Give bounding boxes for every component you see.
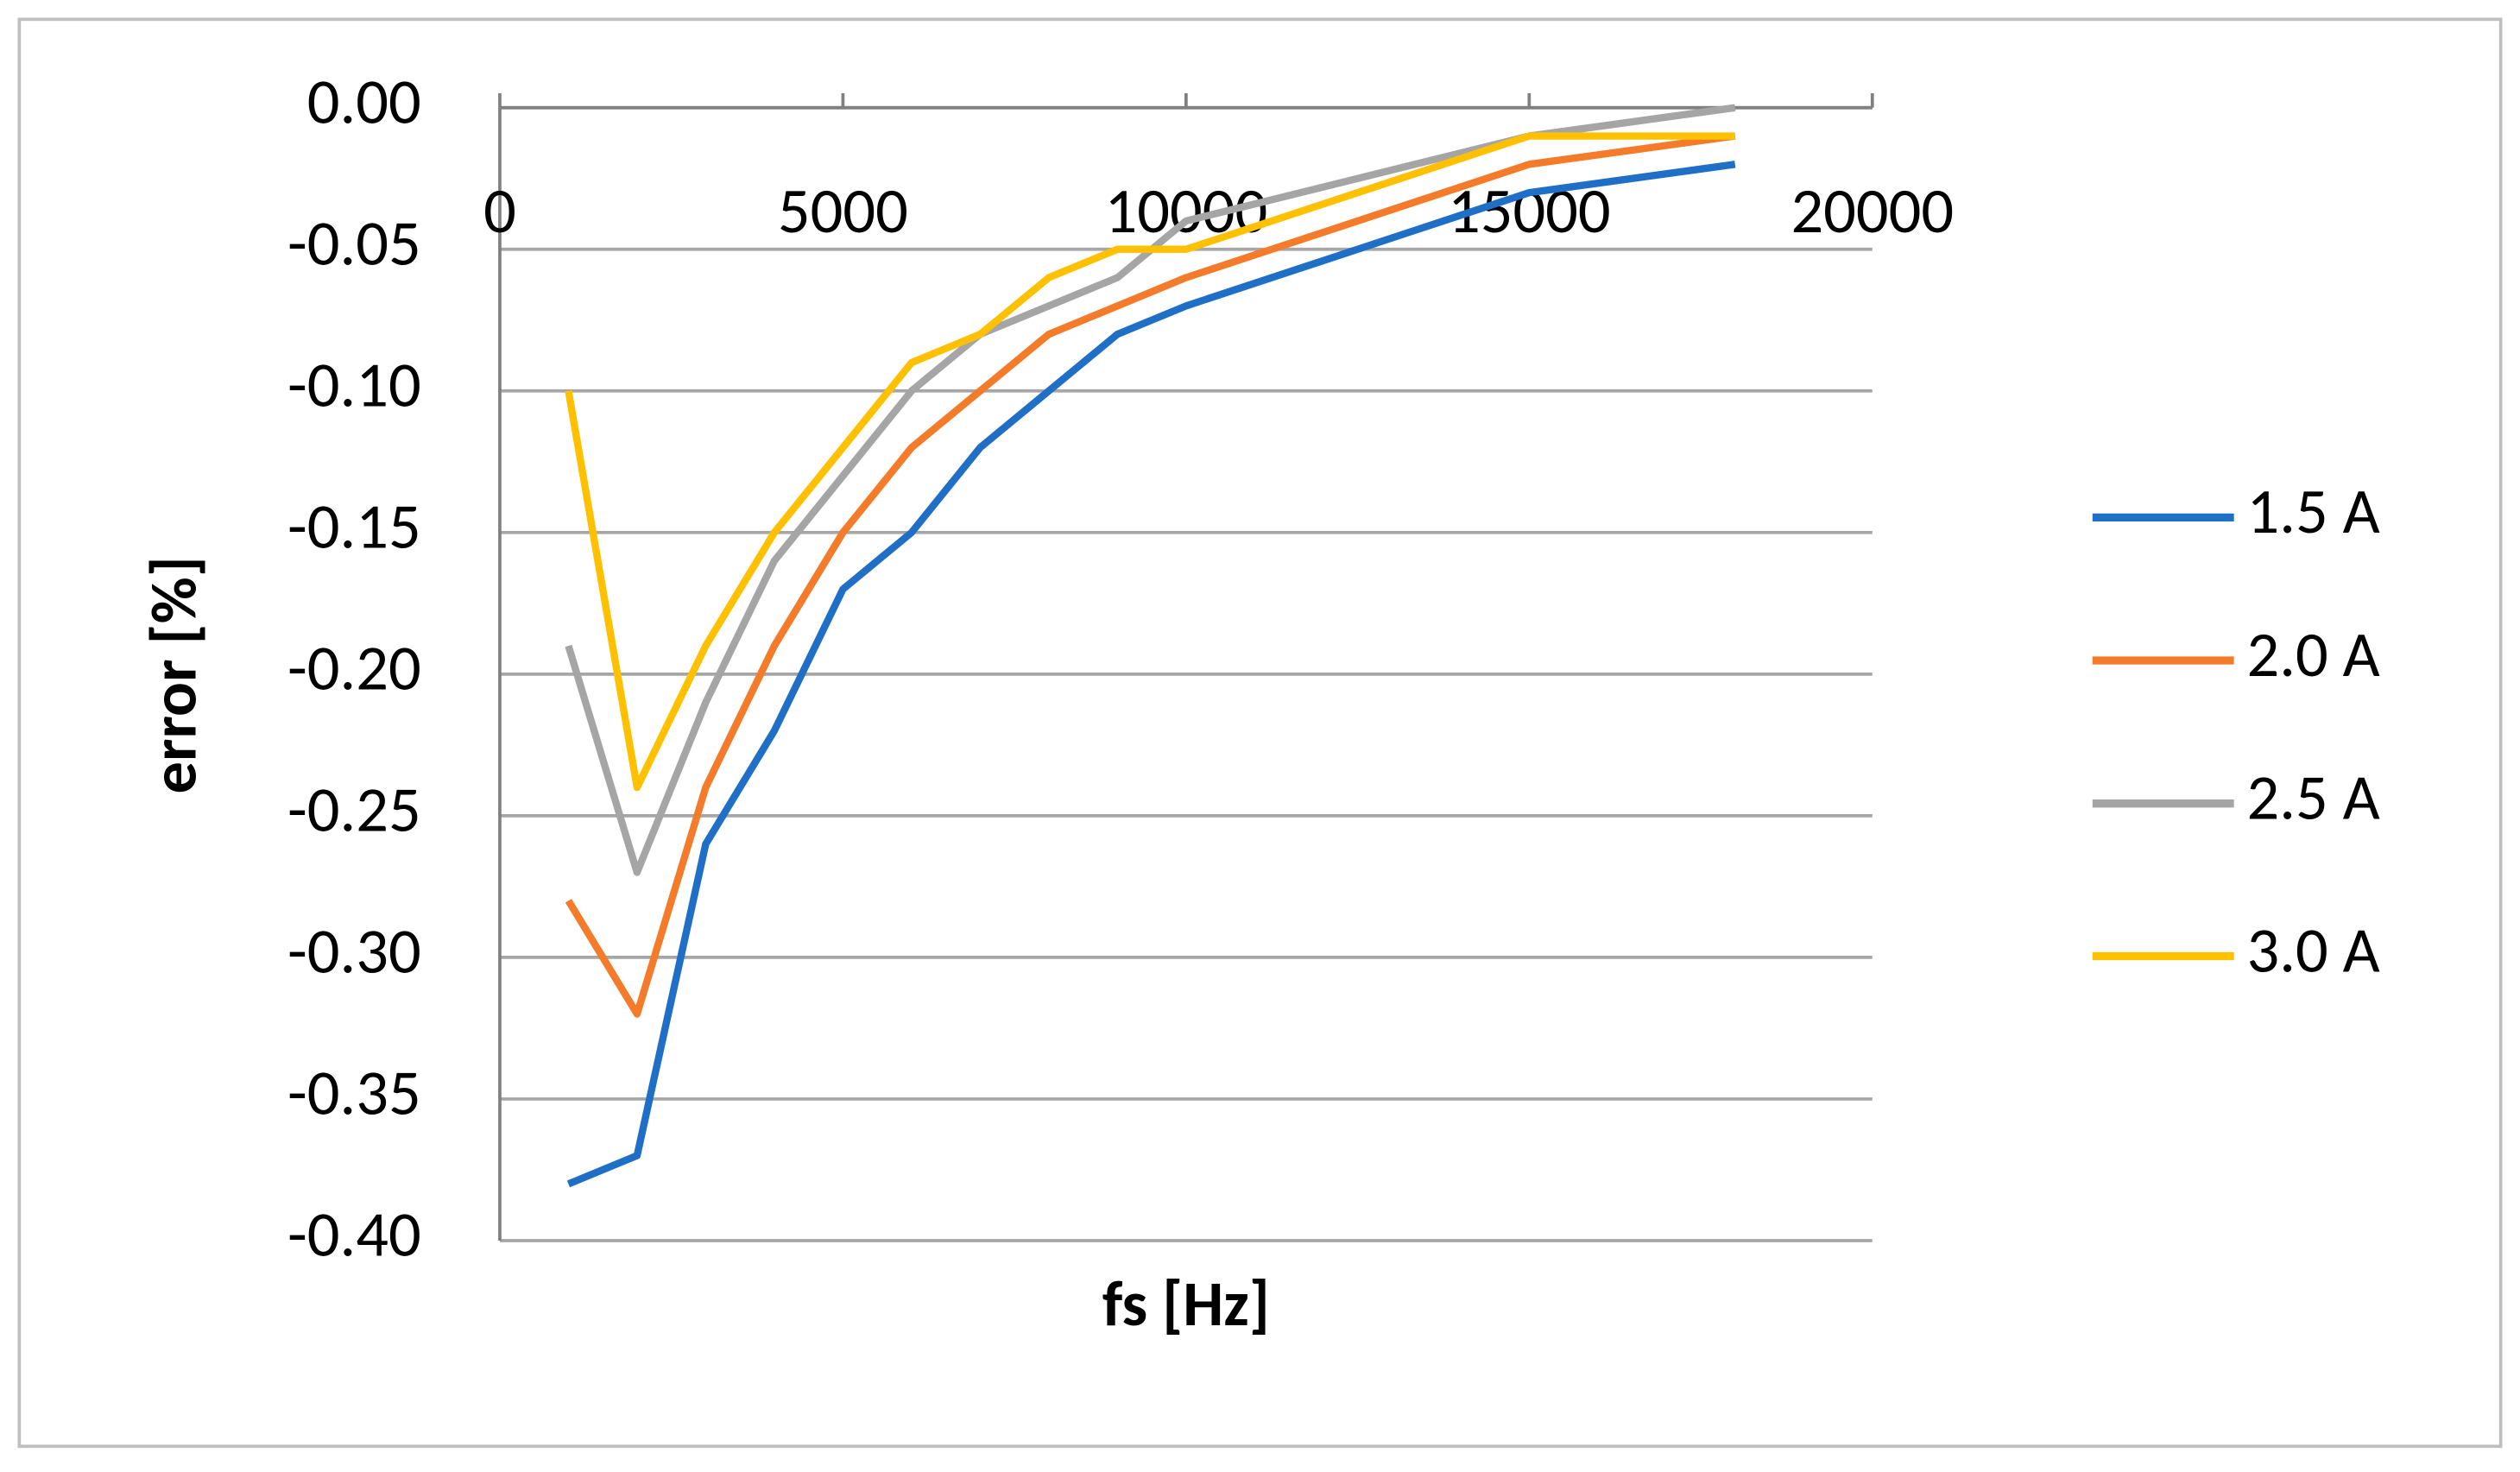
y-tick-label: 0.00 <box>307 61 421 140</box>
legend-label: 2.5 A <box>2247 757 2380 836</box>
series-line <box>565 104 1736 876</box>
x-tick-label: 5000 <box>778 171 908 250</box>
y-tick-label: -0.35 <box>287 1053 421 1132</box>
chart-border <box>17 17 2503 1449</box>
series-line <box>566 161 1736 1188</box>
x-tick-label: 20000 <box>1791 171 1954 250</box>
y-tick-label: -0.15 <box>287 487 421 565</box>
y-tick-label: -0.05 <box>287 204 421 282</box>
y-tick-label: -0.30 <box>287 912 421 990</box>
y-tick-label: -0.10 <box>287 345 421 424</box>
legend-label: 2.0 A <box>2247 615 2380 693</box>
series-line <box>565 132 1736 1018</box>
x-axis-title: fs [Hz] <box>1102 1264 1270 1342</box>
y-axis-title: error [%] <box>135 556 213 793</box>
y-tick-label: -0.25 <box>287 770 421 849</box>
series-line <box>565 132 1735 792</box>
legend-label: 3.0 A <box>2247 910 2380 989</box>
y-tick-label: -0.40 <box>287 1195 421 1273</box>
legend-label: 1.5 A <box>2247 471 2380 550</box>
x-tick-label: 0 <box>483 171 516 250</box>
y-tick-label: -0.20 <box>287 629 421 707</box>
